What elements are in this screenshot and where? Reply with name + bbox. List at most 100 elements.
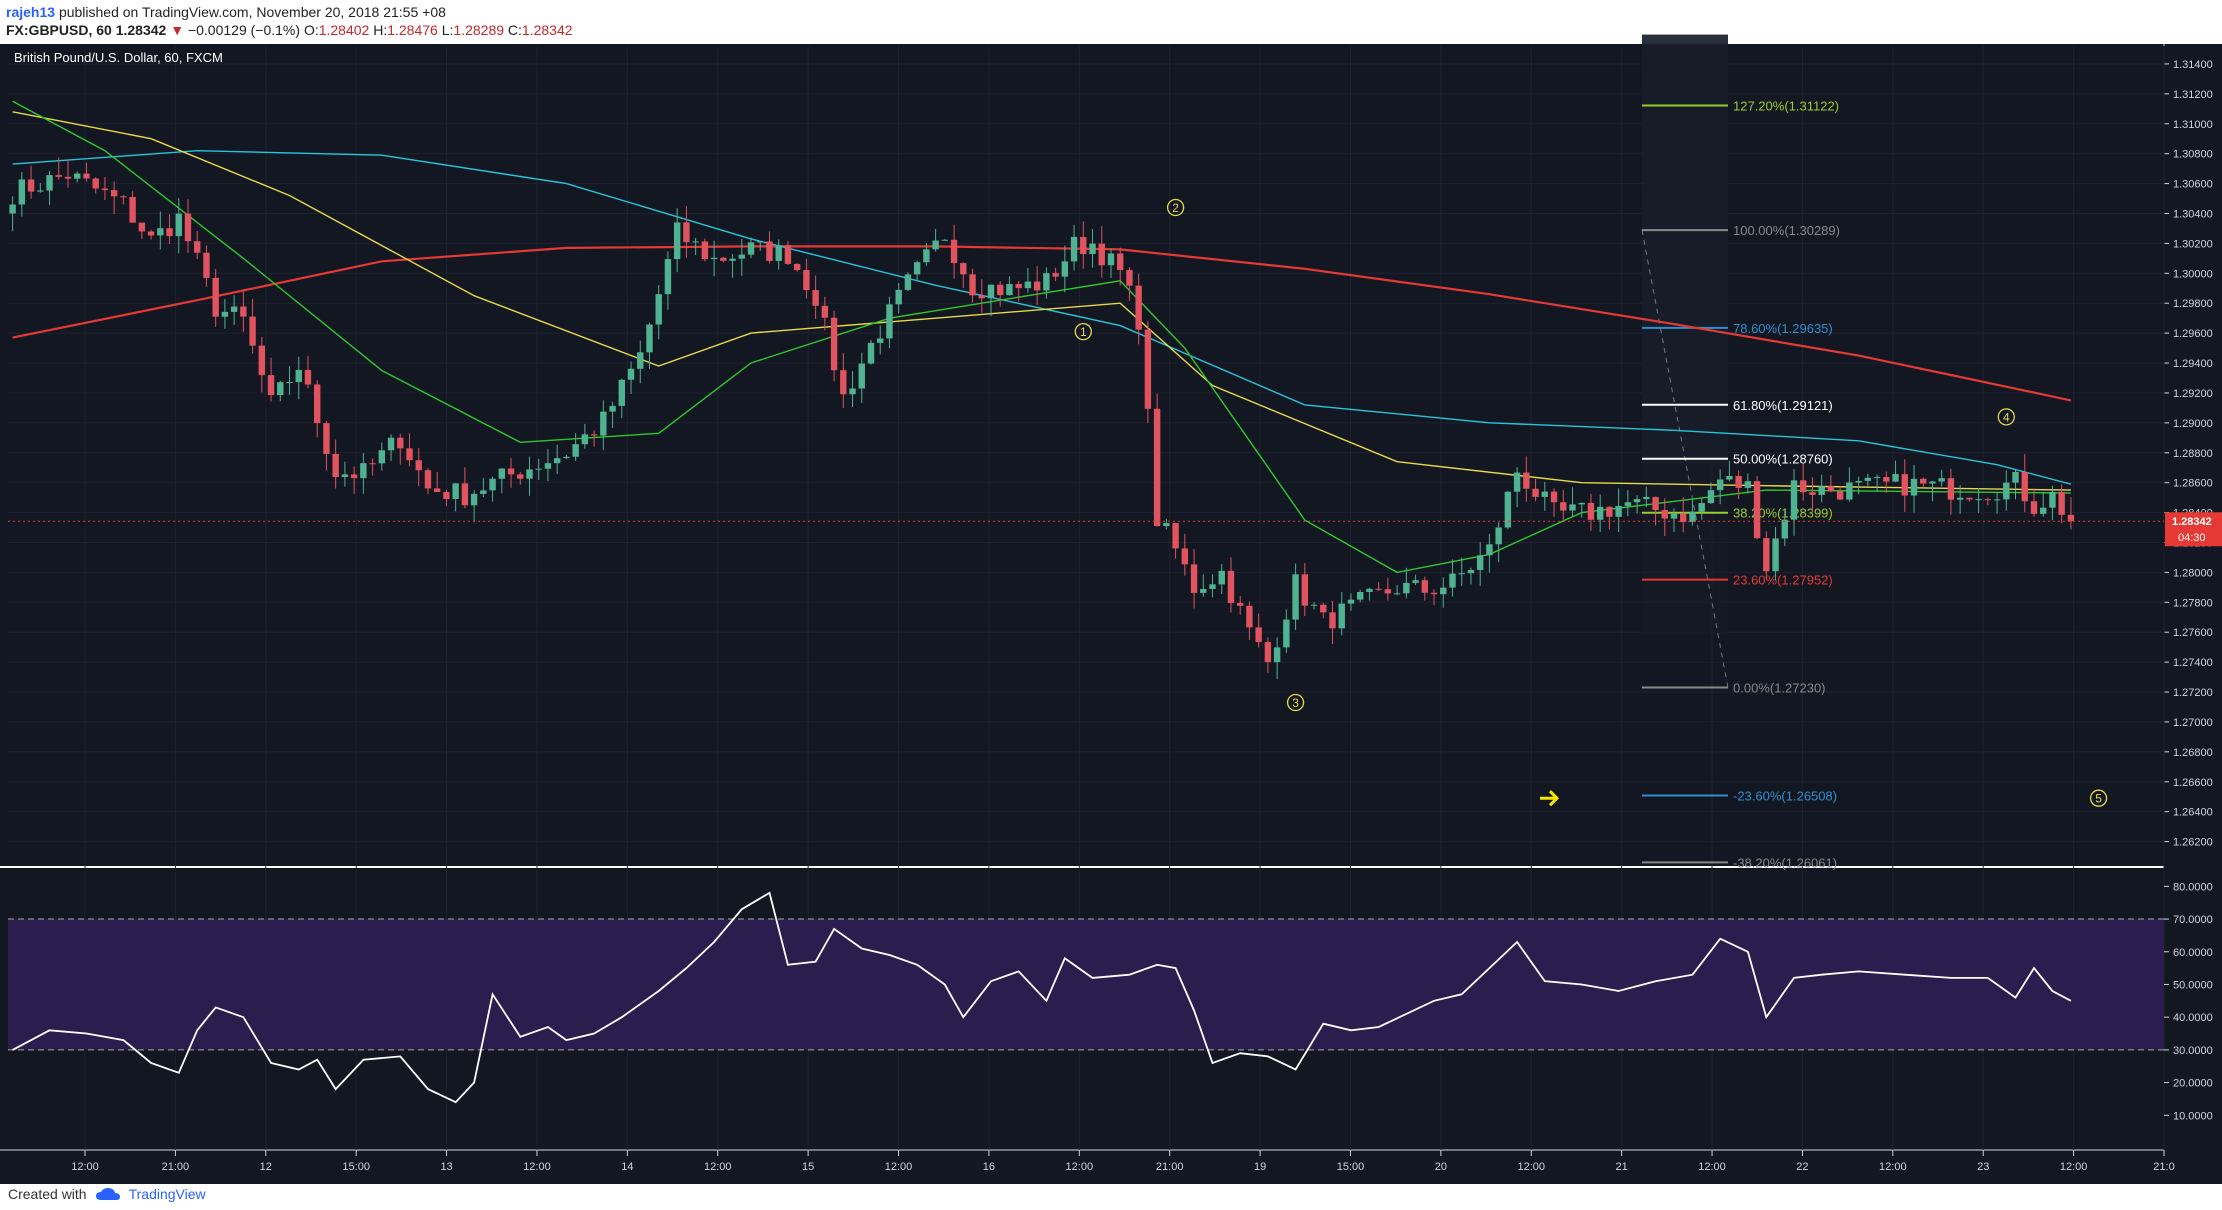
candle-body [1596, 506, 1604, 520]
candle-body [1144, 329, 1152, 409]
ohlc-high: H:1.28476 [373, 22, 438, 38]
candle-body [1153, 408, 1161, 527]
candle-body [415, 460, 422, 471]
candle-body [1883, 477, 1890, 482]
candle-body [1218, 570, 1225, 585]
candle-body [267, 375, 275, 396]
candle-body [138, 222, 146, 232]
fib-level-label: 50.00%(1.28760) [1733, 452, 1833, 467]
candle-body [1753, 481, 1761, 539]
countdown-label: 04:30 [2178, 532, 2206, 544]
candle-body [221, 311, 229, 317]
fib-level-label: 38.20%(1.28399) [1733, 506, 1833, 521]
candle-body [1975, 499, 1982, 501]
candle-body [1320, 604, 1327, 613]
fib-level-label: 127.20%(1.31122) [1733, 99, 1839, 114]
candle-body [1735, 476, 1742, 488]
candle-body [877, 338, 884, 343]
price-tick-label: 1.26400 [2173, 807, 2213, 819]
wave-label-1: 1 [1074, 322, 1092, 341]
symbol-line: FX:GBPUSD, 60 1.28342 ▼ −0.00129 (−0.1%)… [6, 22, 573, 38]
candle-body [277, 382, 284, 396]
candle-body [637, 352, 644, 369]
time-tick-label: 12:00 [2060, 1161, 2088, 1173]
candle-body [1744, 481, 1752, 488]
candle-body [1956, 497, 1964, 500]
candle-body [1984, 499, 1992, 501]
wave-circle [1286, 693, 1305, 712]
candle-body [1513, 472, 1521, 492]
candle-body [1716, 479, 1724, 491]
candle-body [304, 369, 312, 385]
candle-body [1781, 519, 1788, 539]
time-tick-label: 22 [1796, 1161, 1808, 1173]
publisher-username[interactable]: rajeh13 [6, 4, 56, 20]
published-info: published on TradingView.com, November 2… [58, 4, 446, 20]
candle-body [1541, 491, 1548, 497]
candle-body [2021, 472, 2028, 502]
candle-body [1938, 478, 1945, 482]
candle-body [997, 284, 1004, 296]
candle-body [1800, 480, 1807, 493]
candle-body [757, 241, 764, 243]
candle-body [1338, 603, 1345, 629]
candle-body [904, 274, 912, 290]
candle-body [1107, 253, 1115, 266]
candle-body [1929, 481, 1936, 484]
ohlc-open: O:1.28402 [303, 22, 370, 38]
candle-body [590, 434, 598, 436]
wave-number: 4 [2003, 410, 2010, 424]
rsi-tick-label: 10.0000 [2173, 1110, 2213, 1122]
candle-body [1689, 511, 1696, 523]
candle-body [1855, 480, 1862, 483]
candle-body [1098, 243, 1105, 266]
price-tick-label: 1.26600 [2173, 777, 2213, 789]
candle-body [1366, 588, 1373, 593]
candle-body [350, 474, 358, 479]
candle-body [1126, 270, 1133, 286]
candle-body [840, 370, 847, 395]
candle-body [886, 304, 893, 339]
wave-number: 1 [1080, 325, 1087, 339]
candle-body [1993, 499, 2001, 501]
time-tick-label: 12:00 [1517, 1161, 1545, 1173]
candle-body [120, 196, 127, 198]
candle-body [433, 488, 441, 493]
candle-body [1633, 499, 1641, 503]
candle-body [673, 222, 681, 260]
price-tick-label: 1.26800 [2173, 747, 2213, 759]
wave-number: 2 [1172, 201, 1179, 215]
candle-body [1606, 506, 1613, 517]
ohlc-low: L:1.28289 [441, 22, 505, 38]
candle-body [1670, 513, 1678, 519]
time-tick-label: 21:00 [1156, 1161, 1184, 1173]
candle-body [1061, 261, 1069, 277]
candle-body [18, 179, 26, 205]
candle-body [1846, 482, 1853, 500]
candle-body [1476, 555, 1484, 570]
fib-level-label: 78.60%(1.29635) [1733, 321, 1833, 336]
candle-body [1283, 619, 1290, 648]
candle-body [1273, 647, 1281, 663]
candle-body [747, 242, 755, 255]
ohlc-close: C:1.28342 [507, 22, 573, 38]
time-tick-label: 21:0 [2153, 1161, 2174, 1173]
candle-body [1652, 496, 1659, 511]
candle-body [932, 240, 939, 250]
candle-body [627, 368, 635, 380]
candle-body [692, 241, 699, 243]
tradingview-brand-link[interactable]: TradingView [128, 1186, 206, 1202]
candle-body [960, 263, 967, 275]
candle-body [969, 274, 976, 296]
wave-circle [2089, 789, 2108, 807]
price-tick-label: 1.30400 [2173, 208, 2213, 220]
candle-body [1246, 605, 1253, 628]
candle-body [618, 379, 625, 406]
candle-body [37, 190, 44, 192]
time-tick-label: 21:00 [162, 1161, 190, 1173]
candle-body [341, 474, 349, 478]
candle-body [443, 492, 450, 499]
candle-body [1200, 588, 1207, 593]
candle-body [572, 444, 579, 457]
